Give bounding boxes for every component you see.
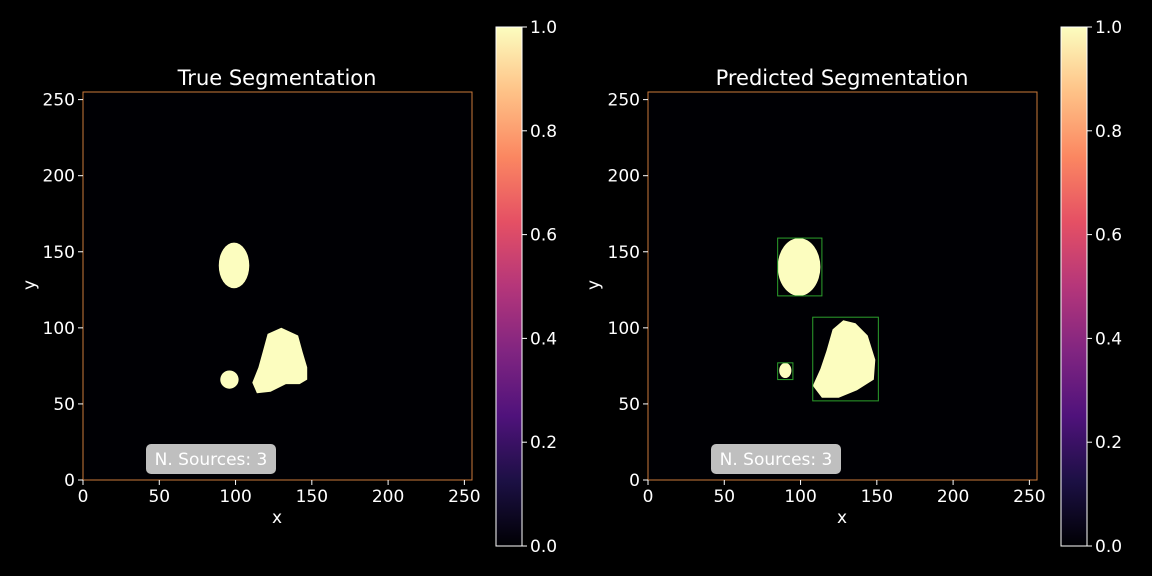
x-axis-label: x: [272, 508, 282, 528]
y-tick-label-50: 50: [618, 395, 640, 415]
badge-background: [711, 444, 841, 474]
x-tick-label-0: 0: [643, 487, 654, 507]
y-tick-label-50: 50: [53, 395, 75, 415]
x-axis-label: x: [837, 508, 847, 528]
plot-area: 0 50 100 150 200 250 0 50 100 150 200 250: [608, 91, 1046, 507]
x-tick-label-150: 150: [296, 487, 328, 507]
y-tick-label-100: 100: [43, 319, 75, 339]
colorbar-gradient: [1060, 26, 1088, 547]
y-tick-label-150: 150: [43, 243, 75, 263]
colorbar-tick-label-0.4: 0.4: [530, 329, 557, 349]
image-background: [648, 92, 1037, 480]
colorbar-tick-label-0.4: 0.4: [1095, 329, 1122, 349]
bounding-box-3: [812, 316, 879, 402]
colorbar-gradient: [495, 26, 523, 547]
y-tick-label-250: 250: [43, 91, 75, 111]
x-tick-label-200: 200: [372, 487, 404, 507]
colorbar: 0.0 0.2 0.4 0.6 0.8 1.0: [495, 18, 557, 557]
sources-count-badge: N. Sources: 3: [711, 444, 841, 474]
sources-count-badge: N. Sources: 3: [146, 444, 276, 474]
y-tick-label-0: 0: [629, 471, 640, 491]
y-axis-label: y: [20, 280, 40, 290]
axes-frame: [647, 91, 1038, 481]
x-tick-label-250: 250: [448, 487, 480, 507]
x-tick-label-100: 100: [219, 487, 251, 507]
image-background: [83, 92, 472, 480]
x-tick-label-250: 250: [1013, 487, 1045, 507]
colorbar-tick-label-0.0: 0.0: [1095, 537, 1122, 557]
source-mask-3: [812, 320, 876, 398]
y-tick-label-200: 200: [43, 167, 75, 187]
x-tick-label-50: 50: [148, 487, 170, 507]
x-tick-label-0: 0: [78, 487, 89, 507]
y-tick-label-250: 250: [608, 91, 640, 111]
colorbar-tick-label-0.6: 0.6: [530, 226, 557, 246]
colorbar-tick-label-1.0: 1.0: [530, 18, 557, 38]
colorbar-ticks: 0.0 0.2 0.4 0.6 0.8 1.0: [522, 18, 557, 557]
y-tick-label-200: 200: [608, 167, 640, 187]
badge-text: N. Sources: 3: [155, 450, 268, 470]
y-tick-label-0: 0: [64, 471, 75, 491]
x-tick-label-50: 50: [713, 487, 735, 507]
bounding-box-1: [777, 237, 823, 297]
badge-text: N. Sources: 3: [720, 450, 833, 470]
panel-true-segmentation: True Segmentation 0 50 100 150 200 250 0 50 100 1…: [20, 18, 557, 557]
panel-title: Predicted Segmentation: [716, 66, 969, 90]
plot-area: 0 50 100 150 200 250 0 50 100 150 200 250: [43, 91, 481, 507]
colorbar-tick-label-0.2: 0.2: [530, 433, 557, 453]
panel-predicted-segmentation: Predicted Segmentation 0 50 100 150 200 250 0 5…: [584, 18, 1122, 557]
source-mask-3: [252, 327, 308, 394]
colorbar-ticks: 0.0 0.2 0.4 0.6 0.8 1.0: [1087, 18, 1122, 557]
colorbar-tick-label-0.8: 0.8: [1095, 122, 1122, 142]
colorbar: 0.0 0.2 0.4 0.6 0.8 1.0: [1060, 18, 1122, 557]
x-tick-label-150: 150: [861, 487, 893, 507]
colorbar-tick-label-0.2: 0.2: [1095, 433, 1122, 453]
colorbar-tick-label-0.8: 0.8: [530, 122, 557, 142]
y-tick-label-100: 100: [608, 319, 640, 339]
colorbar-tick-label-1.0: 1.0: [1095, 18, 1122, 38]
source-mask-1: [218, 242, 250, 289]
colorbar-tick-label-0.0: 0.0: [530, 537, 557, 557]
y-axis-label: y: [584, 280, 604, 290]
x-tick-label-100: 100: [784, 487, 816, 507]
colorbar-tick-label-0.6: 0.6: [1095, 226, 1122, 246]
x-tick-label-200: 200: [937, 487, 969, 507]
source-mask-2: [779, 362, 792, 379]
y-tick-label-150: 150: [608, 243, 640, 263]
panel-title: True Segmentation: [177, 66, 377, 90]
source-mask-2: [220, 370, 239, 389]
axes-frame: [82, 91, 473, 481]
source-mask-1: [777, 238, 821, 296]
bounding-box-2: [777, 362, 794, 381]
badge-background: [146, 444, 276, 474]
